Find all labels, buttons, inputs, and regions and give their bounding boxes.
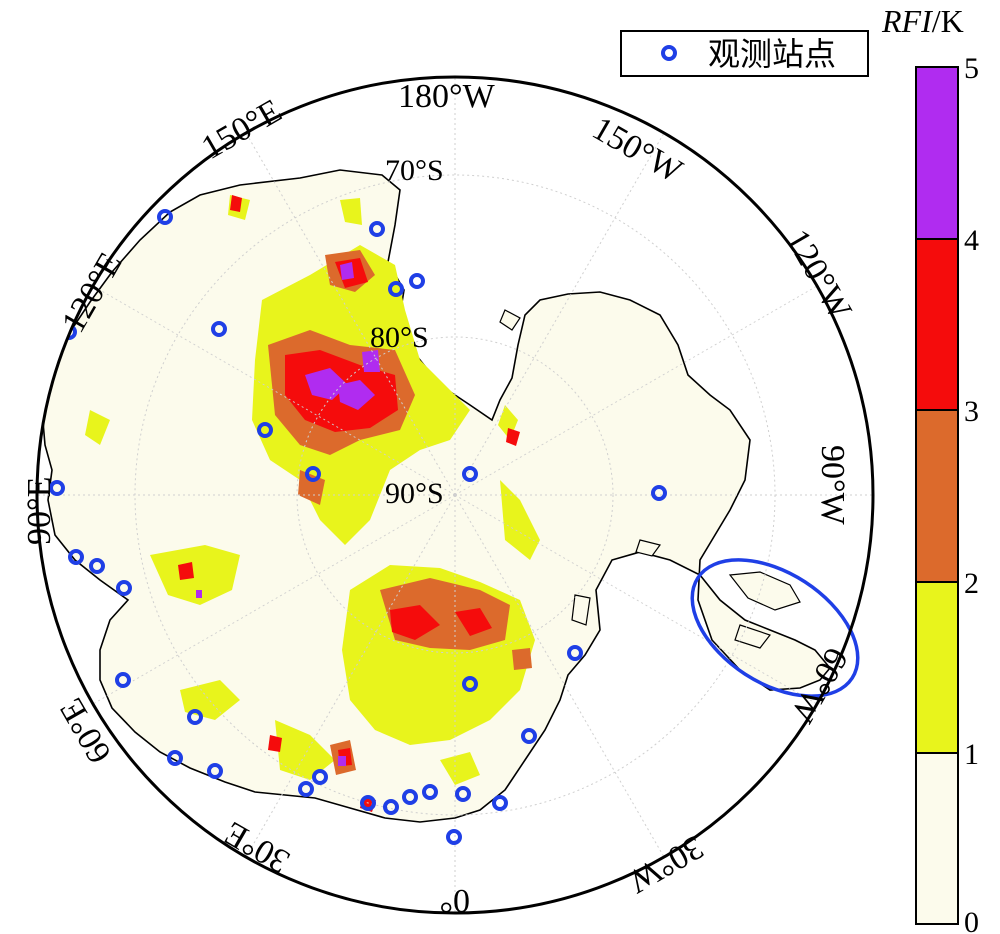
colorbar-tick-2: 2: [964, 567, 979, 600]
station-circle-icon: [257, 422, 273, 438]
station-circle-icon: [651, 485, 667, 501]
colorbar-tick-3: 3: [964, 395, 979, 428]
station-circle-icon: [157, 209, 173, 225]
colorbar-tick-1: 1: [964, 738, 979, 771]
station-circle-icon: [492, 795, 508, 811]
station-circle-icon: [298, 781, 314, 797]
legend: 观测站点: [620, 30, 869, 77]
lon-label-90e: 90°E: [21, 477, 58, 545]
colorbar-frame: [915, 66, 959, 925]
lat-label-80s: 80°S: [370, 321, 429, 354]
colorbar-title: RFI/K: [881, 3, 964, 39]
station-circle-icon: [388, 281, 404, 297]
colorbar-band-0-1: [916, 753, 958, 924]
station-circle-icon: [402, 789, 418, 805]
station-circle-icon: [89, 558, 105, 574]
station-circle-icon: [446, 829, 462, 845]
station-circle-icon: [207, 763, 223, 779]
station-circle-icon: [49, 480, 65, 496]
island: [728, 571, 801, 611]
antarctica-land: [41, 169, 832, 823]
station-circle-icon: [305, 466, 321, 482]
island: [635, 539, 662, 557]
station-circle-icon: [115, 672, 131, 688]
colorbar-tick-5: 5: [964, 52, 979, 85]
station-circle-icon: [187, 709, 203, 725]
station-circle-icon: [312, 769, 328, 785]
map-frame: [35, 75, 875, 915]
station-circle-icon: [369, 221, 385, 237]
legend-label: 观测站点: [708, 36, 836, 72]
lat-label-70s: 70°S: [385, 154, 444, 187]
colorbar-title-var: RFI: [881, 3, 933, 39]
station-circle-icon: [462, 466, 478, 482]
station-circle-icon: [455, 786, 471, 802]
colorbar-band-3-4: [916, 239, 958, 410]
lon-label-0: 0°: [439, 882, 470, 919]
station-circle-icon: [422, 784, 438, 800]
colorbar-title-unit: /K: [932, 3, 964, 39]
colorbar-tick-0: 0: [964, 906, 979, 934]
island: [499, 309, 521, 331]
station-circle-icon: [521, 728, 537, 744]
station-circle-icon: [383, 799, 399, 815]
station-circle-icon: [409, 273, 425, 289]
station-circle-icon: [360, 795, 376, 811]
colorbar-band-4-5: [916, 67, 958, 239]
colorbar-band-1-2: [916, 582, 958, 753]
station-circle-icon: [68, 549, 84, 565]
station-circle-icon: [567, 645, 583, 661]
island: [571, 594, 591, 626]
highlight-ellipse: [690, 558, 860, 698]
colorbar-tick-4: 4: [964, 224, 979, 257]
station-circle-icon: [211, 321, 227, 337]
lon-label-180: 180°W: [398, 78, 496, 115]
station-circle-icon: [661, 45, 677, 61]
station-circle-icon: [462, 676, 478, 692]
station-circle-icon: [167, 750, 183, 766]
island: [734, 624, 771, 649]
colorbar: RFI/K 0 1 2 3 4 5: [881, 3, 979, 934]
pole-label: 90°S: [385, 477, 444, 510]
station-circle-icon: [116, 580, 132, 596]
colorbar-band-2-3: [916, 410, 958, 582]
lon-label-90w: 90°W: [814, 445, 851, 526]
